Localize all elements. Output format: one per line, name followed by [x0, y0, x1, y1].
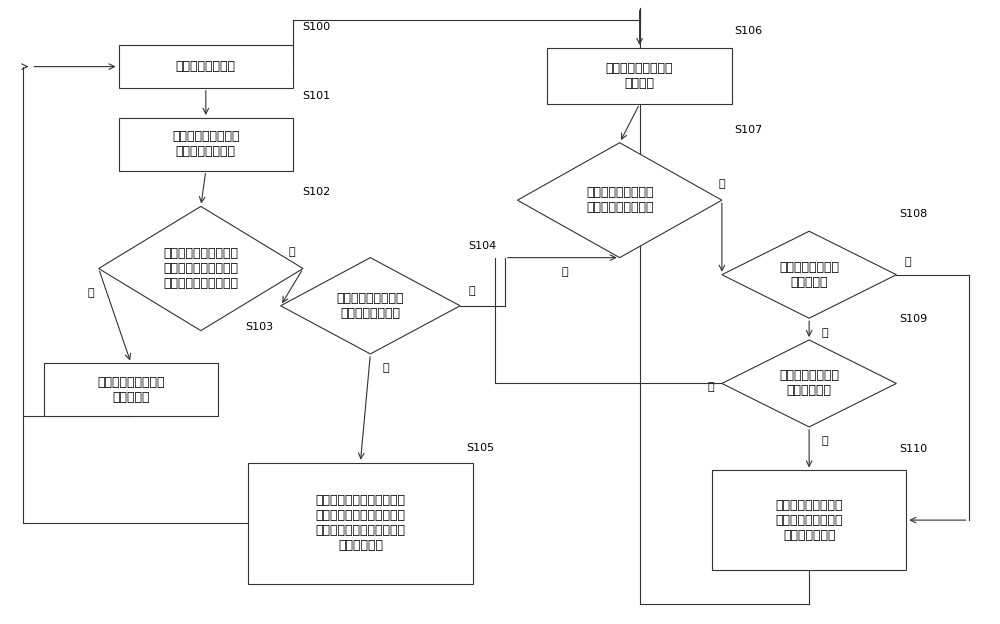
Text: 实时计算电动汽车的
行驶速度: 实时计算电动汽车的 行驶速度 — [606, 62, 673, 90]
Text: 判断踏板位置是否由
调速区变为制动区: 判断踏板位置是否由 调速区变为制动区 — [337, 292, 404, 319]
Text: 判断整车开关是否
处于打开状态: 判断整车开关是否 处于打开状态 — [779, 369, 839, 397]
Text: S109: S109 — [899, 314, 927, 324]
FancyBboxPatch shape — [248, 462, 473, 584]
Text: 检测当前踏板位置: 检测当前踏板位置 — [176, 60, 236, 73]
FancyBboxPatch shape — [547, 48, 732, 104]
Text: S103: S103 — [246, 322, 274, 332]
Text: 根据档位信息和踏板
位置值的大小调节电
机的转向和转速: 根据档位信息和踏板 位置值的大小调节电 机的转向和转速 — [775, 499, 843, 542]
Text: S104: S104 — [468, 241, 496, 251]
Text: 否: 否 — [904, 257, 911, 267]
Text: 是: 是 — [821, 328, 828, 338]
Text: S101: S101 — [303, 90, 331, 101]
FancyBboxPatch shape — [712, 470, 906, 570]
Text: 判断当前踏板的运动
速度是否超过预设值: 判断当前踏板的运动 速度是否超过预设值 — [586, 186, 653, 214]
Polygon shape — [99, 207, 303, 331]
Text: S108: S108 — [899, 209, 927, 219]
Text: 是: 是 — [87, 288, 94, 298]
FancyBboxPatch shape — [119, 118, 293, 171]
Polygon shape — [281, 258, 460, 354]
Text: S100: S100 — [303, 22, 331, 32]
FancyBboxPatch shape — [119, 46, 293, 88]
Text: S105: S105 — [466, 443, 494, 453]
Polygon shape — [517, 143, 722, 258]
Polygon shape — [722, 340, 896, 427]
Text: 否: 否 — [719, 179, 725, 189]
FancyBboxPatch shape — [44, 363, 218, 416]
Text: 电机连接到第一电池
的输出回路: 电机连接到第一电池 的输出回路 — [97, 376, 165, 404]
Text: 否: 否 — [707, 381, 714, 391]
Text: 否: 否 — [468, 286, 475, 296]
Text: 根据检测信号计算踏
板的位置变化状态: 根据检测信号计算踏 板的位置变化状态 — [172, 130, 240, 158]
Text: 判断踏板是否在调
速区内变化: 判断踏板是否在调 速区内变化 — [779, 261, 839, 289]
Polygon shape — [722, 232, 896, 318]
Text: 是: 是 — [821, 436, 828, 446]
Text: 判断踏板位置是否由制
动区变为调速区且整车
开关是否处于打开状态: 判断踏板位置是否由制 动区变为调速区且整车 开关是否处于打开状态 — [163, 247, 238, 290]
Text: 切断电机与第一电池的输出
回路间的连接，并将电机连
接到第二电池的存储回路，
启动制动装置: 切断电机与第一电池的输出 回路间的连接，并将电机连 接到第二电池的存储回路， 启… — [315, 494, 405, 552]
Text: S107: S107 — [734, 125, 763, 135]
Text: 否: 否 — [289, 247, 295, 257]
Text: 是: 是 — [382, 363, 389, 373]
Text: S106: S106 — [734, 26, 762, 36]
Text: 是: 是 — [562, 267, 569, 277]
Text: S102: S102 — [303, 187, 331, 197]
Text: S110: S110 — [899, 444, 927, 454]
